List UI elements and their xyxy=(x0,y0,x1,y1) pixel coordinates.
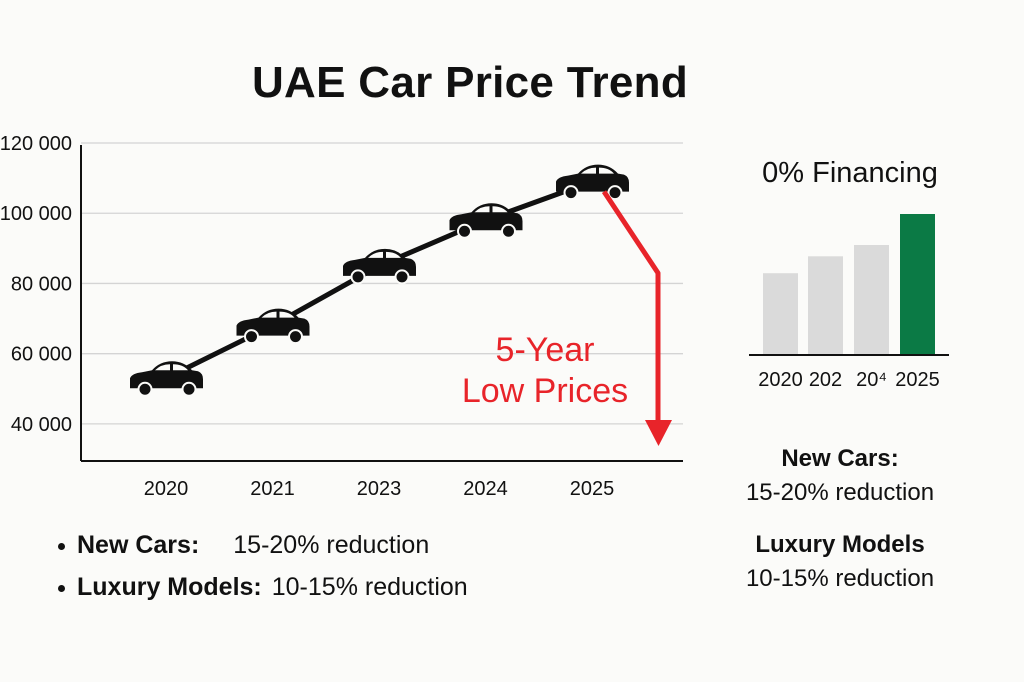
bullet-list: New Cars: 15-20% reduction Luxury Models:… xyxy=(58,524,468,608)
car-window xyxy=(386,251,401,258)
y-tick-label: 80 000 xyxy=(11,273,72,295)
side-note-value: 10-15% reduction xyxy=(745,565,935,592)
financing-bar xyxy=(854,245,889,355)
chart-title: UAE Car Price Trend xyxy=(251,58,689,107)
y-tick-label: 40 000 xyxy=(11,414,72,436)
bullet-dot xyxy=(58,584,65,592)
bullet-value: 15-20% reduction xyxy=(233,531,430,559)
car-icon xyxy=(130,361,203,397)
bullet-dot xyxy=(58,542,65,550)
bullet-label: New Cars: xyxy=(77,531,200,559)
car-window xyxy=(581,167,596,174)
red-arrow-head xyxy=(645,420,672,446)
financing-x-label: 202 xyxy=(809,369,842,391)
car-icon xyxy=(236,308,310,345)
car-window xyxy=(368,251,383,258)
callout-text: Low Prices xyxy=(462,372,628,410)
x-tick-label: 2025 xyxy=(570,478,615,500)
financing-x-label: 20⁴ xyxy=(856,369,887,391)
car-window xyxy=(279,311,295,318)
y-tick-label: 60 000 xyxy=(11,344,72,366)
x-tick-label: 2023 xyxy=(357,478,402,500)
car-wheel xyxy=(457,223,472,239)
side-note-value: 15-20% reduction xyxy=(745,479,935,506)
car-window xyxy=(492,206,508,213)
callout-text: 5-Year xyxy=(496,331,595,369)
car-icon xyxy=(343,248,416,285)
car-wheel xyxy=(181,381,197,397)
x-tick-label: 2020 xyxy=(144,478,189,500)
bullet-value: 10-15% reduction xyxy=(271,573,468,601)
car-window xyxy=(155,364,170,371)
x-tick-label: 2021 xyxy=(250,478,295,500)
car-wheel xyxy=(137,381,153,397)
car-window xyxy=(173,364,188,371)
car-icon xyxy=(449,203,523,239)
car-wheel xyxy=(288,329,303,345)
financing-bar xyxy=(900,214,935,355)
car-wheel xyxy=(244,329,259,345)
car-window xyxy=(261,311,277,318)
bullet-label: Luxury Models: xyxy=(77,573,262,601)
side-note-new-cars: New Cars: 15-20% reduction xyxy=(730,442,950,510)
financing-bar xyxy=(763,273,798,355)
red-arrow-line xyxy=(601,190,661,425)
financing-x-label: 2025 xyxy=(895,369,940,391)
side-note-label: Luxury Models xyxy=(755,531,925,558)
bullet-new-cars: New Cars: 15-20% reduction xyxy=(58,524,468,566)
car-wheel xyxy=(607,185,623,201)
financing-bar xyxy=(808,256,843,355)
car-icon xyxy=(556,164,629,201)
side-note-luxury-models: Luxury Models 10-15% reduction xyxy=(730,528,950,596)
car-wheel xyxy=(563,185,579,201)
car-wheel xyxy=(501,223,516,239)
side-note-label: New Cars: xyxy=(781,445,899,472)
car-window xyxy=(599,167,614,174)
financing-x-label: 2020 xyxy=(758,369,803,391)
car-wheel xyxy=(350,269,366,285)
y-tick-label: 120 000 xyxy=(0,133,72,155)
financing-title: 0% Financing xyxy=(762,157,938,189)
y-tick-label: 100 000 xyxy=(0,203,72,225)
x-tick-label: 2024 xyxy=(463,478,508,500)
car-wheel xyxy=(394,269,410,285)
car-window xyxy=(474,206,490,213)
bullet-luxury-models: Luxury Models: 10-15% reduction xyxy=(58,566,468,608)
